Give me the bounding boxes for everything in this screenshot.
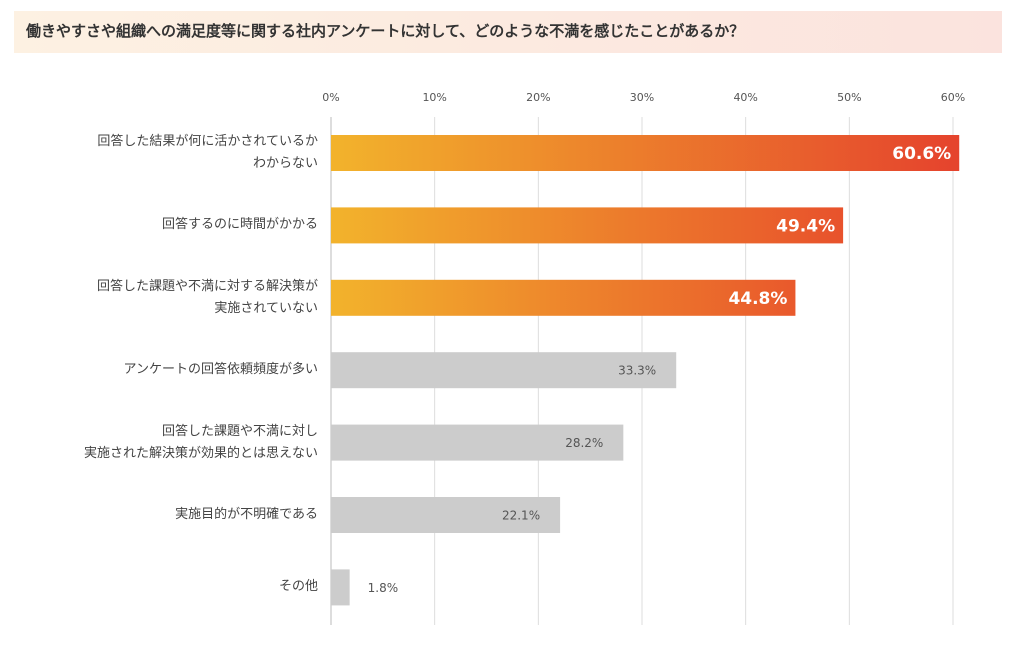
value-label: 60.6% <box>892 144 951 164</box>
value-label: 33.3% <box>618 364 656 378</box>
x-tick-label: 30% <box>630 91 654 104</box>
bar <box>331 497 561 533</box>
bar <box>331 207 844 244</box>
bar <box>331 352 677 389</box>
y-tick-label: アンケートの回答依頼頻度が多い <box>123 362 318 378</box>
y-tick-label: その他 <box>278 579 318 595</box>
bar <box>331 569 350 606</box>
y-tick-label: 回答した課題や不満に対し 実施された解決策が効果的とは思えない <box>83 423 318 461</box>
value-label: 1.8% <box>368 581 399 595</box>
x-tick-label: 60% <box>941 91 965 104</box>
x-tick-label: 20% <box>526 91 550 104</box>
x-tick-label: 40% <box>733 91 757 104</box>
value-label: 49.4% <box>776 216 835 236</box>
x-tick-label: 50% <box>837 91 861 104</box>
x-tick-label: 10% <box>422 91 446 104</box>
chart-title: 働きやすさや組織への満足度等に関する社内アンケートに対して、どのような不満を感じ… <box>26 22 745 40</box>
value-label: 28.2% <box>565 436 603 450</box>
bar <box>331 279 796 316</box>
title-banner <box>14 11 1002 53</box>
value-label: 44.8% <box>728 289 787 309</box>
value-label: 22.1% <box>502 509 540 523</box>
y-tick-label: 回答した課題や不満に対する解決策が 実施されていない <box>96 278 318 316</box>
y-tick-label: 回答するのに時間がかかる <box>161 217 318 233</box>
bar <box>331 135 960 171</box>
y-tick-label: 回答した結果が何に活かされているか わからない <box>97 134 318 171</box>
bar <box>331 424 624 461</box>
y-tick-label: 実施目的が不明確である <box>175 507 318 522</box>
x-tick-label: 0% <box>322 91 339 104</box>
